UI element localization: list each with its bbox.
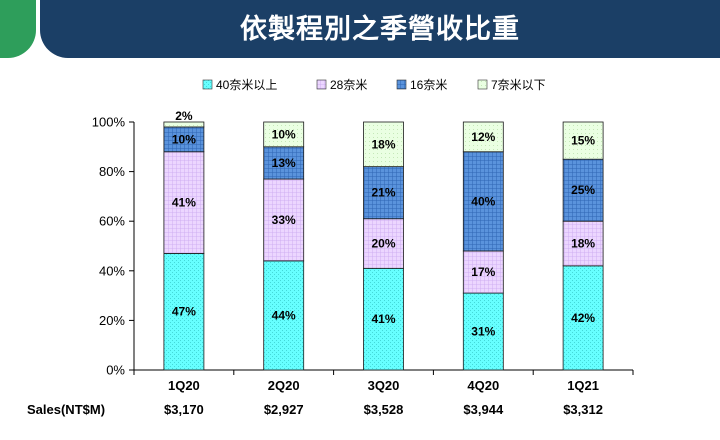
- bar-segment-1Q21-2: [562, 158, 604, 222]
- sales-value-1: $2,927: [264, 402, 304, 417]
- chart-bars: 47% 41% 10% 2% 44% 33% 13% 10% 41% 20% 21% 18% 31% 17…: [163, 109, 604, 371]
- chart-axes: 0% 20% 40% 60% 80% 100%: [92, 115, 634, 378]
- bar-segment-1Q20-3: [163, 121, 205, 128]
- bar-segment-4Q20-3: [462, 121, 504, 153]
- legend-label-1: 28奈米: [330, 78, 367, 92]
- category-label-4: 1Q21: [567, 378, 599, 393]
- data-label-1Q20-1: 41%: [172, 196, 196, 210]
- bar-segment-3Q20-2: [363, 166, 404, 220]
- sales-row: $3,170 $2,927 $3,528 $3,944 $3,312 Sales(NT$M…: [27, 402, 603, 417]
- data-label-1Q21-1: 18%: [571, 237, 595, 251]
- y-tick-label-2: 40%: [99, 263, 125, 278]
- bar-segment-3Q20-3: [363, 121, 404, 168]
- y-tick-label-5: 100%: [92, 115, 126, 130]
- bar-segment-3Q20-0: [363, 267, 404, 371]
- bar-segment-1Q20-1: [163, 151, 205, 254]
- category-label-3: 4Q20: [467, 378, 499, 393]
- sales-value-0: $3,170: [164, 402, 204, 417]
- chart-legend: 40奈米以上 28奈米 16奈米 7奈米以下: [202, 78, 546, 92]
- legend-swatch-1: [316, 79, 327, 90]
- data-label-3Q20-2: 21%: [371, 186, 395, 200]
- data-label-3Q20-1: 20%: [371, 237, 395, 251]
- data-label-1Q21-3: 15%: [571, 134, 595, 148]
- legend-label-0: 40奈米以上: [216, 78, 277, 92]
- data-label-2Q20-3: 10%: [272, 127, 296, 141]
- y-tick-label-0: 0%: [106, 363, 125, 378]
- data-label-2Q20-2: 13%: [272, 156, 296, 170]
- data-label-1Q20-3: 2%: [175, 109, 193, 123]
- header-bar: [40, 0, 720, 58]
- bar-segment-1Q21-0: [562, 265, 604, 371]
- data-label-2Q20-0: 44%: [272, 308, 296, 322]
- data-label-1Q20-0: 47%: [172, 305, 196, 319]
- bar-segment-1Q20-2: [163, 126, 205, 153]
- data-label-4Q20-3: 12%: [471, 130, 495, 144]
- category-label-1: 2Q20: [268, 378, 300, 393]
- y-tick-label-1: 20%: [99, 313, 125, 328]
- legend-swatch-0: [202, 79, 213, 90]
- legend-label-2: 16奈米: [410, 78, 447, 92]
- sales-value-3: $3,944: [463, 402, 504, 417]
- data-label-4Q20-1: 17%: [471, 265, 495, 279]
- data-label-1Q21-0: 42%: [571, 311, 595, 325]
- page-title: 依製程別之季營收比重: [240, 14, 520, 44]
- category-label-0: 1Q20: [168, 378, 200, 393]
- data-label-2Q20-1: 33%: [272, 213, 296, 227]
- y-tick-label-3: 60%: [99, 214, 125, 229]
- legend-swatch-2: [396, 79, 407, 90]
- bar-segment-4Q20-1: [462, 250, 504, 294]
- data-label-1Q21-2: 25%: [571, 183, 595, 197]
- bar-segment-3Q20-1: [363, 218, 404, 269]
- bar-segment-2Q20-0: [263, 260, 305, 371]
- sales-row-label: Sales(NT$M): [27, 402, 105, 417]
- sales-value-4: $3,312: [563, 402, 603, 417]
- bar-segment-1Q21-1: [562, 220, 604, 267]
- category-labels: 1Q20 2Q20 3Q20 4Q20 1Q21: [168, 378, 599, 393]
- y-tick-label-4: 80%: [99, 164, 125, 179]
- category-label-2: 3Q20: [368, 378, 400, 393]
- bar-segment-4Q20-0: [462, 292, 504, 371]
- bar-segment-1Q21-3: [562, 121, 604, 160]
- bar-segment-2Q20-1: [263, 178, 305, 262]
- data-label-4Q20-0: 31%: [471, 325, 495, 339]
- data-label-3Q20-3: 18%: [371, 137, 395, 151]
- data-label-3Q20-0: 41%: [371, 312, 395, 326]
- legend-label-3: 7奈米以下: [491, 78, 546, 92]
- bar-segment-2Q20-3: [263, 121, 305, 148]
- sales-value-2: $3,528: [364, 402, 404, 417]
- legend-swatch-3: [477, 79, 488, 90]
- bar-segment-1Q20-0: [163, 253, 205, 371]
- data-label-4Q20-2: 40%: [471, 194, 495, 208]
- data-label-1Q20-2: 10%: [172, 132, 196, 146]
